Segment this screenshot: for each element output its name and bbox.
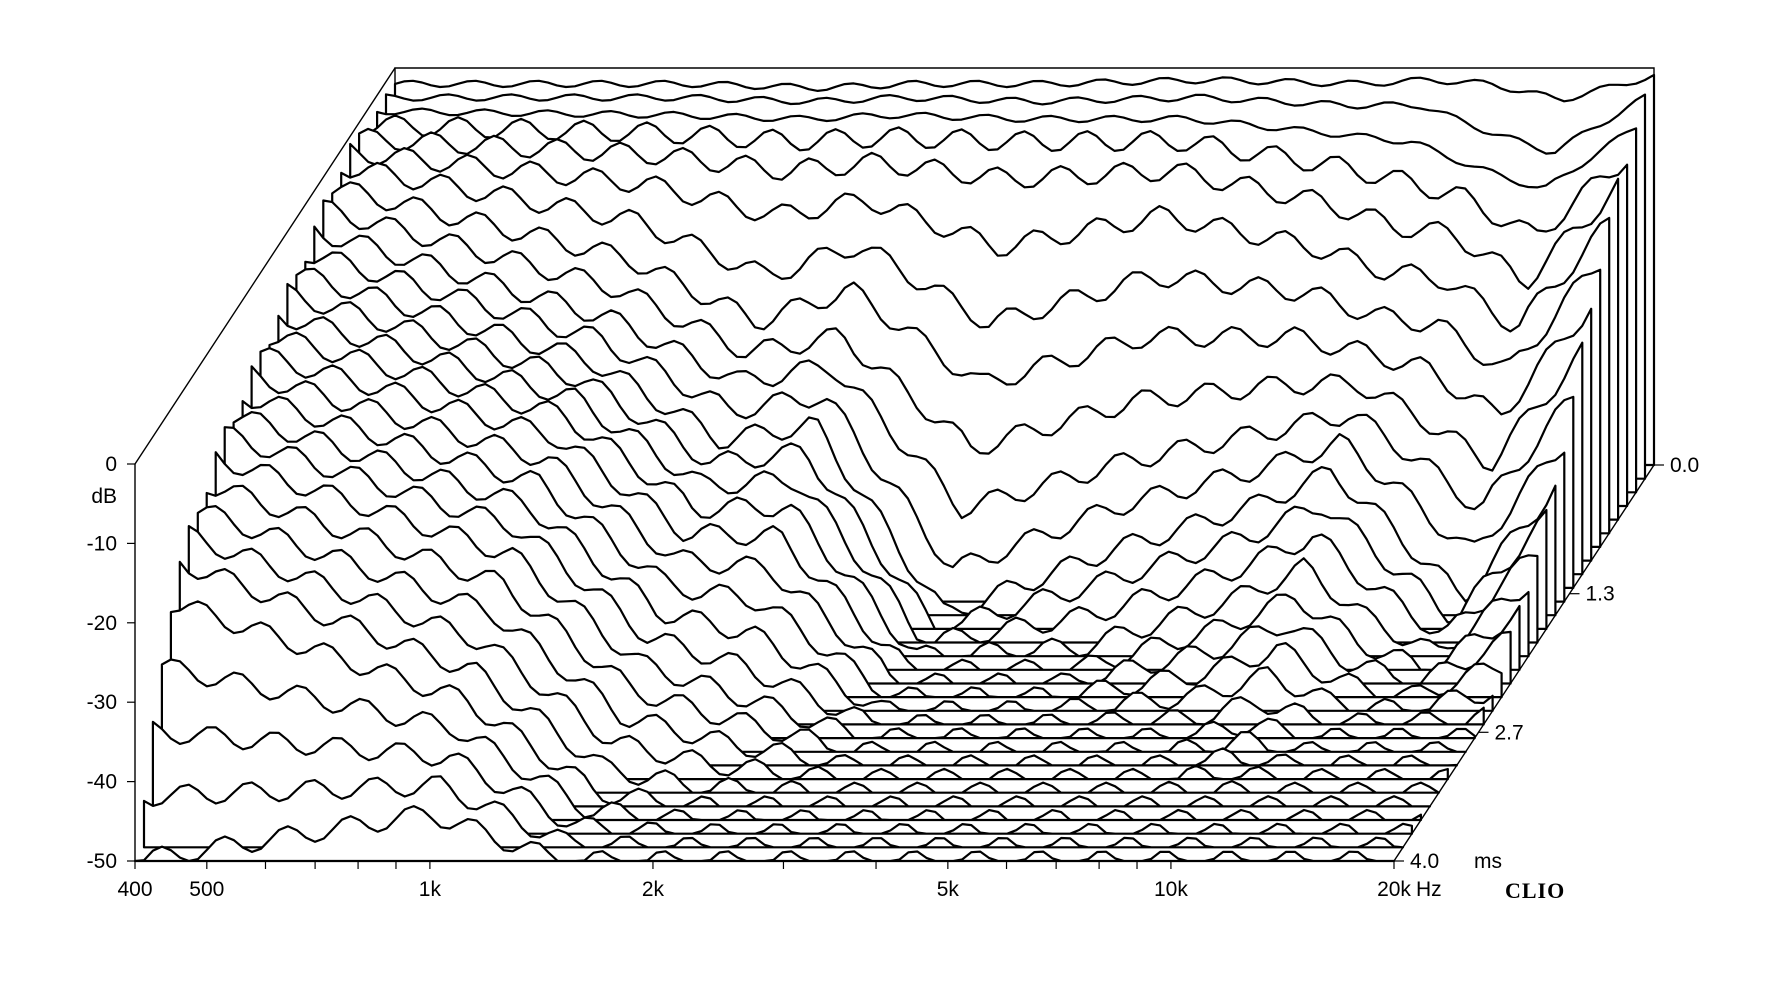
brand-logo-text: CLIO	[1505, 878, 1565, 903]
z-tick-label: 4.0	[1410, 850, 1439, 873]
waterfall-slice	[151, 720, 1414, 835]
y-tick-label: 0	[105, 453, 117, 476]
waterfall-slices	[133, 73, 1656, 863]
x-unit-label: Hz	[1416, 878, 1442, 901]
y-tick-label: -40	[87, 771, 117, 794]
y-tick-label: -50	[87, 850, 117, 873]
chart-labels: CLIO 400 500 1k 2k 5k 10k 20k Hz 0 -10 -20 -30 -40 -5…	[87, 453, 1700, 903]
x-tick-label: 10k	[1154, 878, 1188, 901]
y-tick-label: -30	[87, 691, 117, 714]
z-tick-label: 1.3	[1586, 583, 1615, 606]
x-tick-label: 2k	[642, 878, 665, 901]
z-unit-label: ms	[1474, 850, 1502, 873]
x-tick-label: 20k	[1377, 878, 1411, 901]
left-depth-edge	[134, 67, 396, 465]
z-tick-label: 0.0	[1670, 454, 1699, 477]
chart-axes	[127, 463, 1664, 869]
right-depth-edge	[1393, 464, 1655, 862]
y-tick-label: -10	[87, 532, 117, 555]
y-axis-label: dB	[91, 485, 117, 508]
x-tick-label: 500	[189, 878, 224, 901]
y-tick-label: -20	[87, 612, 117, 635]
x-tick-label: 400	[117, 878, 152, 901]
z-tick-label: 2.7	[1495, 721, 1524, 744]
x-tick-label: 5k	[937, 878, 960, 901]
x-tick-label: 1k	[419, 878, 442, 901]
